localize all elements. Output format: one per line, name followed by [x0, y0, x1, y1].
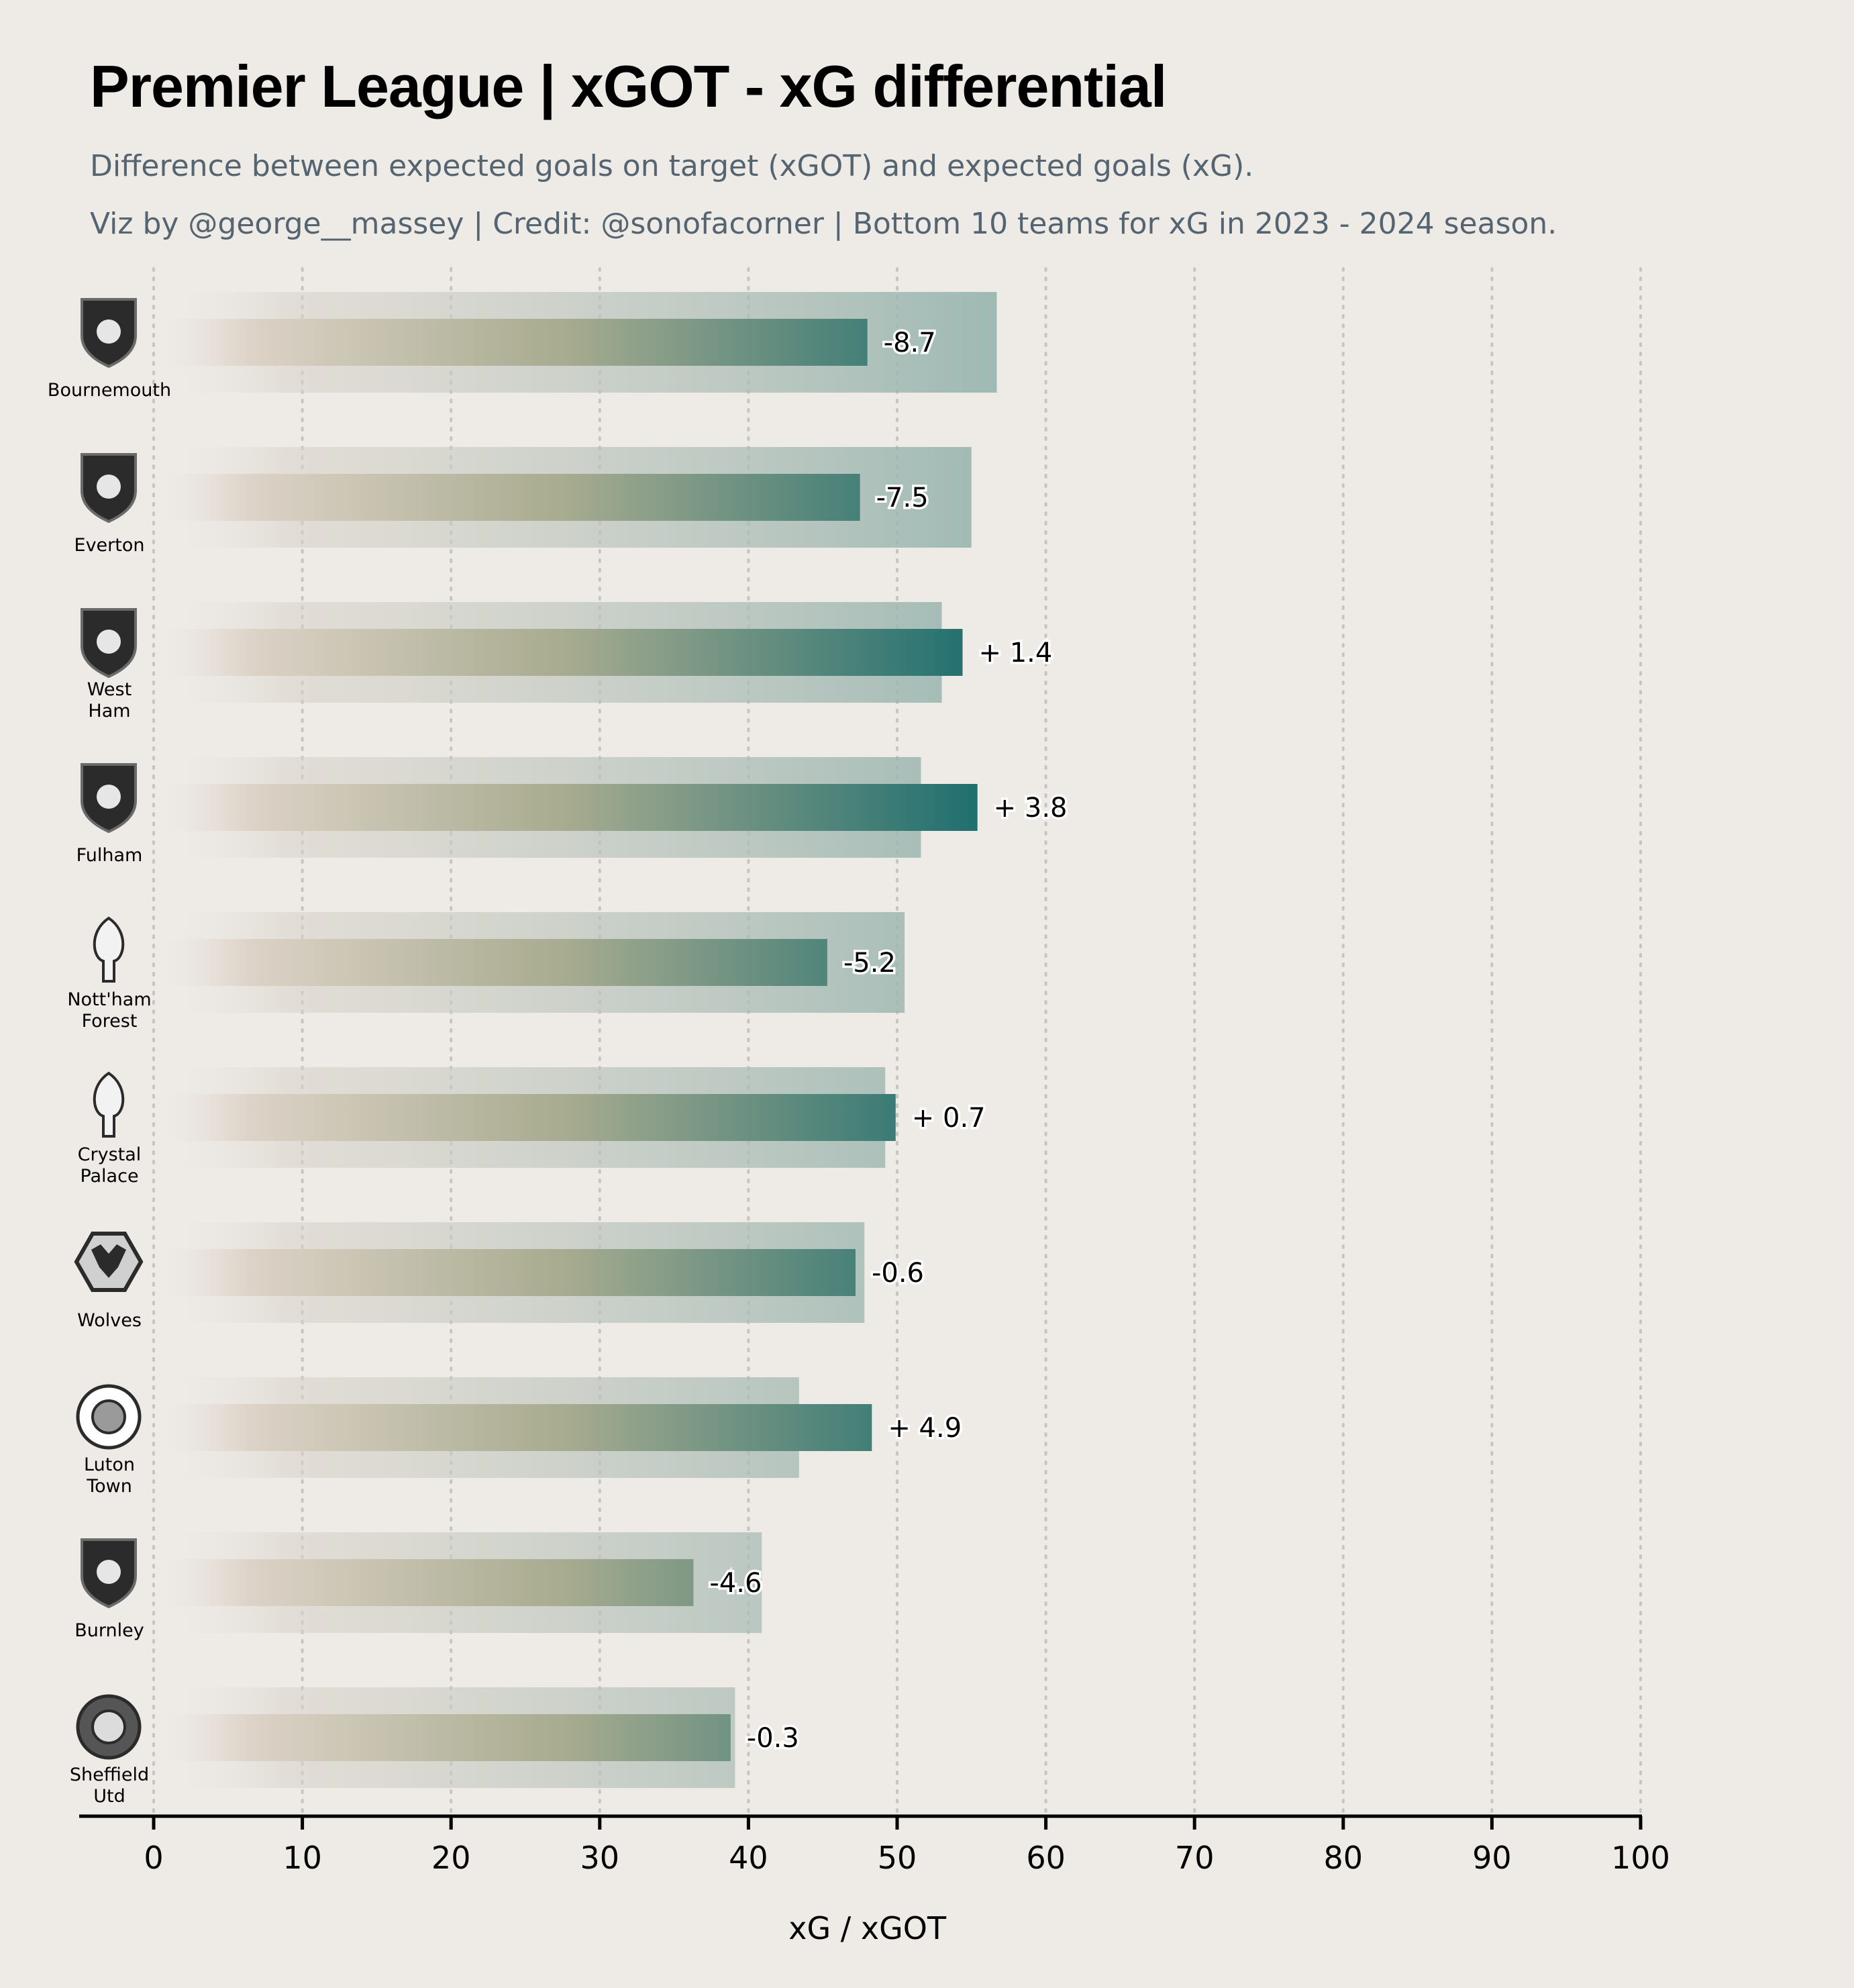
xg-bar	[169, 1559, 694, 1606]
differential-label: -0.3	[747, 1723, 799, 1754]
x-axis: 0 10 20 30 40 50 60 70 80 90 100 xG / xGOT	[79, 1814, 1670, 1946]
differential-label: -0.6	[872, 1258, 924, 1289]
differential-label: + 4.9	[888, 1413, 962, 1444]
x-tick-label: 60	[1026, 1840, 1066, 1876]
team-label: Palace	[80, 1166, 138, 1187]
x-tick-label: 50	[878, 1840, 917, 1876]
x-tick-label: 90	[1472, 1840, 1512, 1876]
x-tick-label: 20	[431, 1840, 471, 1876]
xg-bar	[169, 939, 827, 986]
xg-bar	[169, 474, 860, 521]
xg-bar	[169, 1404, 872, 1451]
x-tick-label: 10	[282, 1840, 322, 1876]
team-label: Nott'ham	[67, 989, 151, 1010]
team-badge-icon	[81, 453, 137, 524]
xg-bar	[169, 319, 868, 366]
x-tick-label: 100	[1611, 1840, 1670, 1876]
team-label: Crystal	[78, 1144, 142, 1165]
differential-label: -4.6	[709, 1568, 762, 1599]
bars	[169, 292, 997, 1788]
team-badge-icon	[93, 1071, 125, 1138]
team-badge-icon	[81, 608, 137, 679]
team-label: Wolves	[77, 1310, 142, 1331]
xg-bar	[169, 1094, 896, 1141]
x-tick-label: 30	[580, 1840, 620, 1876]
xg-bar	[169, 1714, 731, 1761]
x-tick-label: 0	[144, 1840, 163, 1876]
team-badge-icon	[81, 298, 137, 368]
team-label: Everton	[74, 535, 145, 556]
chart-title: Premier League | xGOT - xG differential	[90, 53, 1167, 119]
differential-label: + 0.7	[912, 1103, 986, 1134]
differential-label: -8.7	[884, 328, 936, 358]
team-badge-icon	[81, 1538, 137, 1609]
team-badge-icon	[76, 1384, 142, 1450]
team-label: Ham	[88, 701, 130, 722]
team-label: Utd	[93, 1786, 125, 1807]
x-tick-label: 80	[1324, 1840, 1363, 1876]
chart-credit: Viz by @george__massey | Credit: @sonofa…	[90, 207, 1557, 241]
differential-label: -7.5	[876, 483, 929, 513]
team-badge-icon	[74, 1232, 144, 1292]
xg-bar	[169, 784, 978, 831]
xg-bar	[169, 629, 963, 676]
differential-label: + 1.4	[979, 638, 1053, 668]
team-label: Sheffield	[70, 1765, 149, 1785]
xg-bar	[169, 1249, 856, 1296]
chart-subtitle: Difference between expected goals on tar…	[90, 149, 1254, 183]
team-label: Bournemouth	[48, 380, 171, 401]
team-label: Town	[86, 1476, 132, 1497]
team-label: West	[87, 679, 132, 700]
x-tick-label: 70	[1175, 1840, 1215, 1876]
data-labels: -8.7 -7.5 + 1.4 + 3.8 -5.2 + 0.7 -0.6 + 4.9 -4.6…	[707, 326, 1070, 1756]
team-label: Fulham	[76, 845, 143, 866]
team-badge-icon	[76, 1694, 142, 1760]
team-badge-icon	[81, 763, 137, 834]
x-axis-title: xG / xGOT	[788, 1910, 947, 1946]
differential-label: -5.2	[843, 948, 896, 979]
team-label: Burnley	[74, 1620, 144, 1641]
differential-label: + 3.8	[994, 793, 1068, 824]
team-label: Luton	[84, 1454, 135, 1475]
team-badge-icon	[93, 916, 125, 983]
team-label: Forest	[82, 1011, 138, 1032]
x-tick-label: 40	[729, 1840, 768, 1876]
